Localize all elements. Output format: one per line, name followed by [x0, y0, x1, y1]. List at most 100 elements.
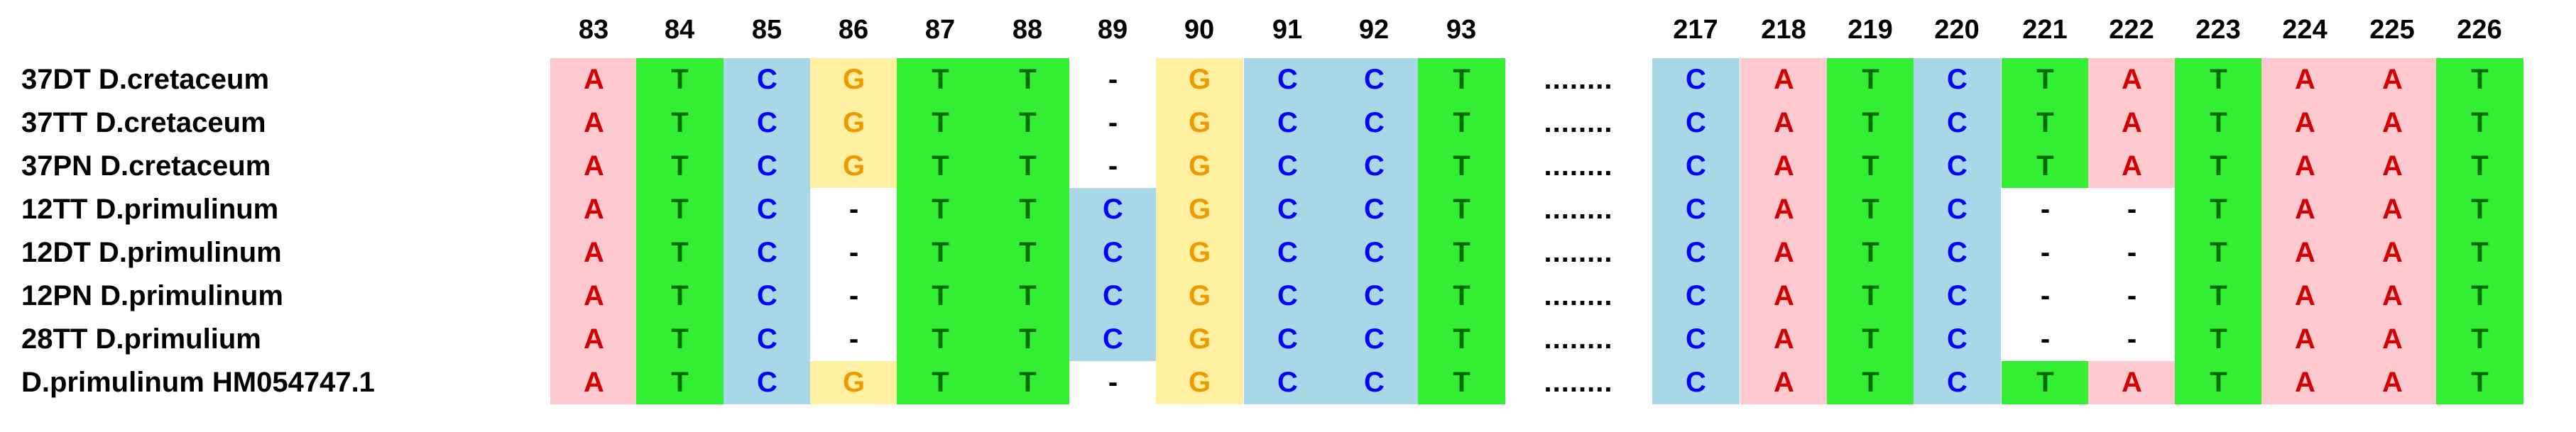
base-cell: C — [1914, 101, 2001, 145]
base-cell: G — [1156, 318, 1243, 361]
base-cell: C — [724, 58, 811, 101]
base-cell: C — [724, 145, 811, 188]
base-cell: A — [2088, 101, 2176, 145]
base-cell: T — [636, 145, 724, 188]
base-cell: T — [636, 188, 724, 231]
base-cell: A — [550, 101, 638, 145]
position-header-218: 218 — [1761, 15, 1806, 45]
base-cell: - — [810, 275, 897, 318]
base-cell: C — [1331, 275, 1418, 318]
base-cell: A — [2349, 318, 2436, 361]
base-cell: T — [2436, 58, 2523, 101]
base-cell: T — [2175, 101, 2262, 145]
base-cell: T — [1827, 275, 1914, 318]
base-cell: A — [1740, 101, 1828, 145]
base-cell: - — [2088, 275, 2176, 318]
base-cell: C — [1244, 275, 1331, 318]
position-header-90: 90 — [1184, 15, 1215, 45]
base-cell: C — [1652, 275, 1740, 318]
base-cell: T — [984, 231, 1071, 275]
base-cell: C — [1069, 231, 1157, 275]
base-cell: - — [2088, 231, 2176, 275]
base-cell: T — [897, 58, 984, 101]
position-header-87: 87 — [924, 15, 956, 45]
base-cell: - — [2088, 188, 2176, 231]
base-cell: A — [1740, 188, 1828, 231]
base-cell: A — [2349, 275, 2436, 318]
base-cell: A — [2349, 58, 2436, 101]
base-cell: - — [2002, 275, 2089, 318]
base-cell: G — [1156, 145, 1243, 188]
base-cell: - — [2002, 231, 2089, 275]
position-header-224: 224 — [2282, 15, 2327, 45]
base-cell: C — [1652, 361, 1740, 404]
base-cell: T — [897, 145, 984, 188]
base-cell: A — [2261, 101, 2349, 145]
base-cell: A — [1740, 318, 1828, 361]
base-cell: T — [1418, 101, 1505, 145]
base-cell: C — [1331, 101, 1418, 145]
base-cell: A — [550, 318, 638, 361]
base-cell: T — [1418, 188, 1505, 231]
position-header-89: 89 — [1097, 15, 1128, 45]
base-cell: T — [2002, 101, 2089, 145]
base-cell: C — [1069, 275, 1157, 318]
gap-marker: ........ — [1544, 323, 1613, 355]
base-cell: A — [2349, 145, 2436, 188]
base-cell: A — [2088, 361, 2176, 404]
base-cell: G — [810, 361, 897, 404]
base-cell: A — [1740, 361, 1828, 404]
gap-marker: ........ — [1544, 194, 1613, 225]
base-cell: T — [2436, 101, 2523, 145]
base-cell: A — [1740, 145, 1828, 188]
position-header-85: 85 — [751, 15, 782, 45]
base-cell: T — [636, 58, 724, 101]
base-cell: A — [2261, 58, 2349, 101]
base-cell: T — [2175, 275, 2262, 318]
base-cell: C — [1914, 318, 2001, 361]
position-header-226: 226 — [2457, 15, 2502, 45]
position-header-221: 221 — [2022, 15, 2068, 45]
sequence-label: 12PN D.primulinum — [21, 280, 283, 311]
base-cell: A — [1740, 231, 1828, 275]
base-cell: G — [1156, 58, 1243, 101]
base-cell: C — [1652, 101, 1740, 145]
sequence-label: 37TT D.cretaceum — [21, 107, 266, 138]
base-cell: T — [1827, 58, 1914, 101]
base-cell: T — [2002, 361, 2089, 404]
base-cell: C — [1331, 188, 1418, 231]
position-header-220: 220 — [1934, 15, 1980, 45]
base-cell: A — [1740, 58, 1828, 101]
gap-marker: ........ — [1544, 367, 1613, 398]
base-cell: C — [1652, 188, 1740, 231]
base-cell: C — [1652, 58, 1740, 101]
base-cell: T — [1827, 145, 1914, 188]
base-cell: G — [810, 58, 897, 101]
position-header-86: 86 — [838, 15, 869, 45]
base-cell: T — [636, 101, 724, 145]
base-cell: A — [2349, 188, 2436, 231]
base-cell: - — [810, 231, 897, 275]
base-cell: A — [550, 361, 638, 404]
position-header-92: 92 — [1358, 15, 1390, 45]
base-cell: - — [810, 188, 897, 231]
base-cell: T — [984, 188, 1071, 231]
base-cell: A — [2261, 188, 2349, 231]
base-cell: A — [550, 58, 638, 101]
position-header-91: 91 — [1272, 15, 1303, 45]
base-cell: T — [636, 231, 724, 275]
base-cell: T — [1418, 275, 1505, 318]
base-cell: T — [1827, 231, 1914, 275]
base-cell: T — [984, 361, 1071, 404]
base-cell: T — [2175, 361, 2262, 404]
position-header-225: 225 — [2369, 15, 2415, 45]
base-cell: - — [1069, 361, 1157, 404]
base-cell: C — [724, 361, 811, 404]
base-cell: G — [1156, 188, 1243, 231]
base-cell: C — [724, 275, 811, 318]
base-cell: - — [2002, 318, 2089, 361]
base-cell: C — [1652, 318, 1740, 361]
base-cell: A — [550, 275, 638, 318]
position-header-88: 88 — [1012, 15, 1043, 45]
base-cell: G — [810, 101, 897, 145]
